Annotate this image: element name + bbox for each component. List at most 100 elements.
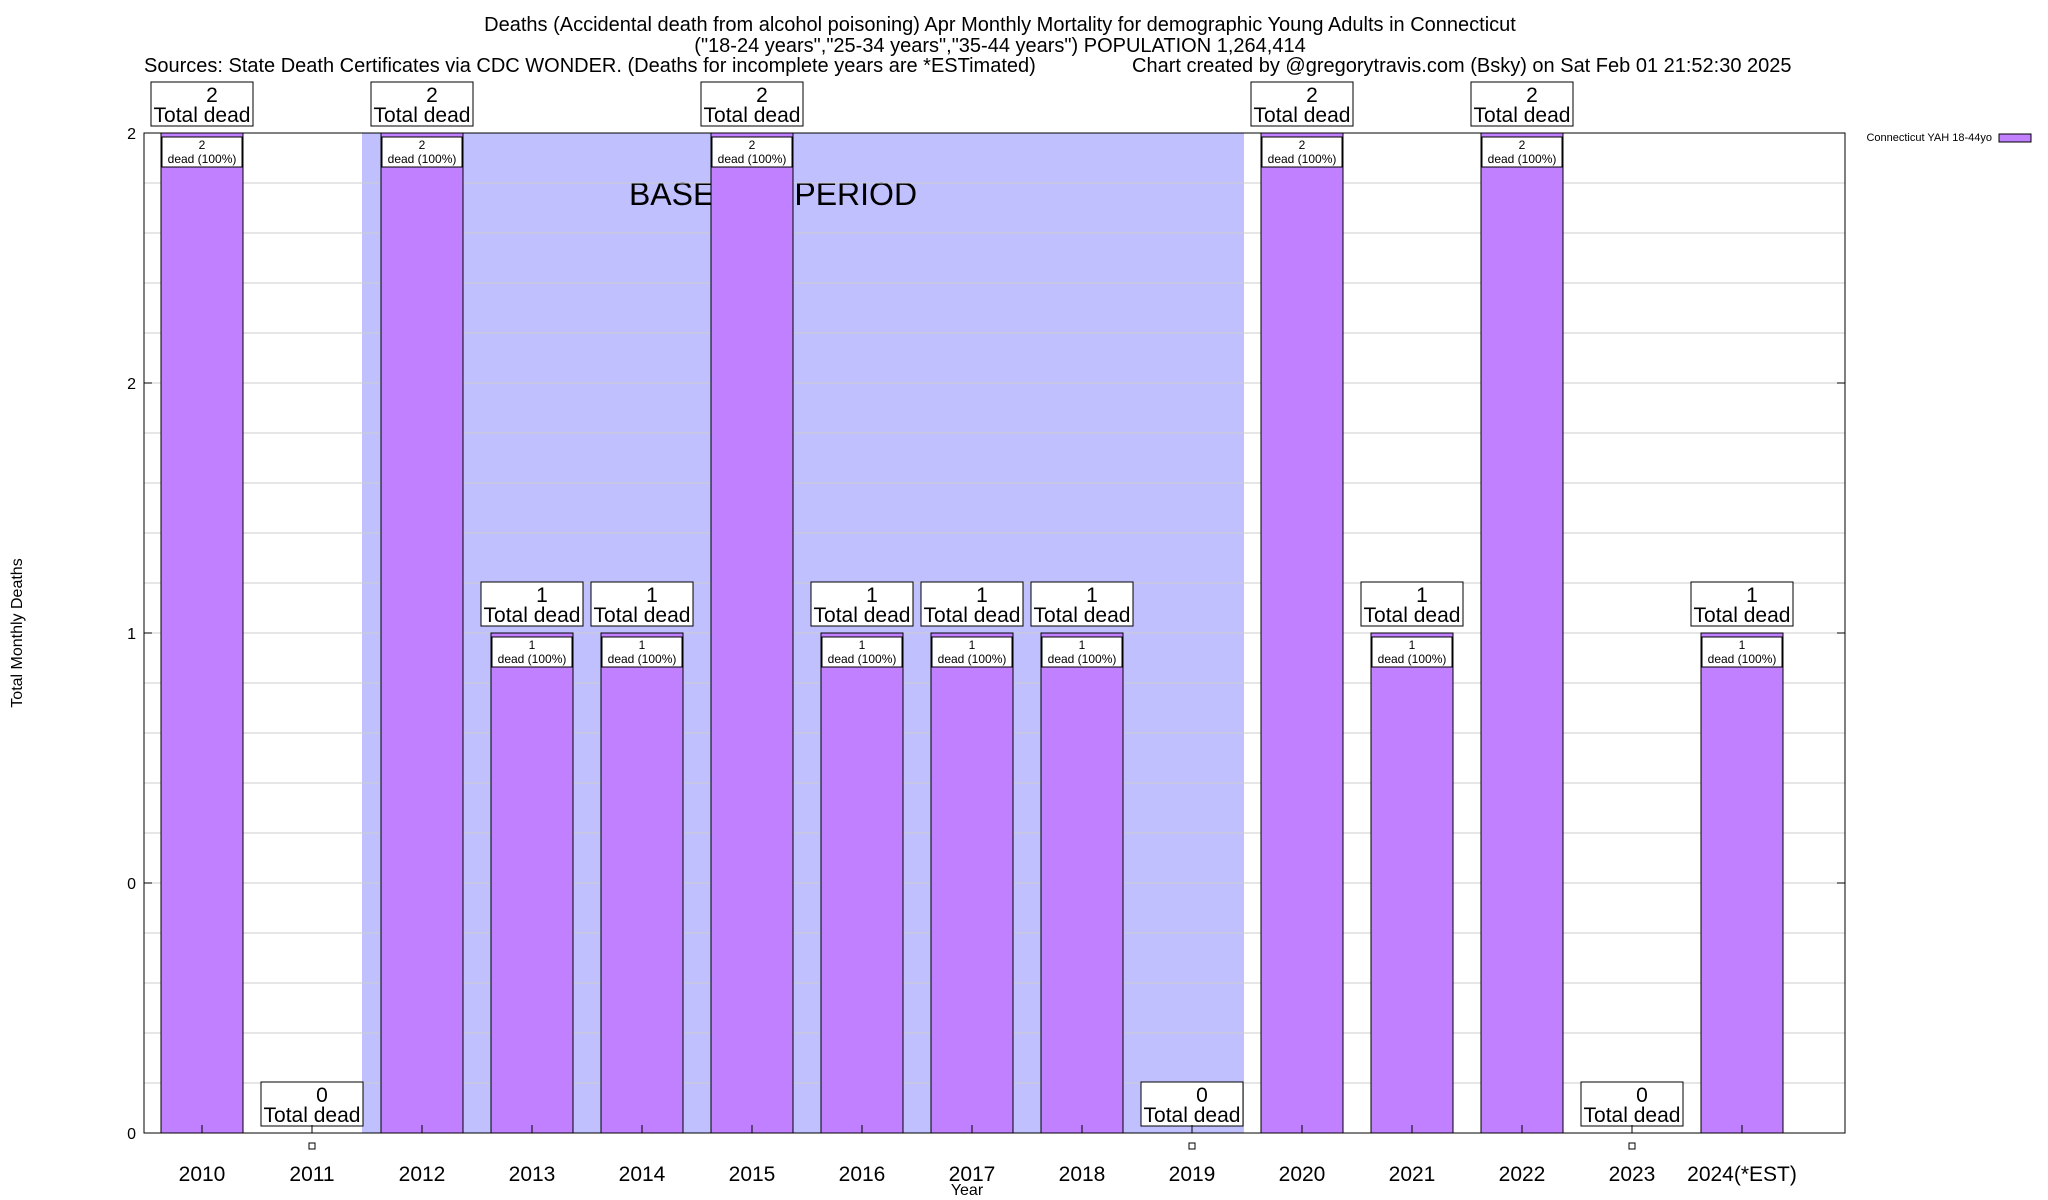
- segment-label-count: 2: [199, 138, 206, 152]
- segment-label-pct: dead (100%): [168, 152, 237, 166]
- bar: [1260, 132, 1344, 1134]
- legend-label: Connecticut YAH 18-44yo: [1866, 132, 1992, 144]
- x-tick-label: 2021: [1389, 1163, 1436, 1186]
- segment-label-box: [381, 136, 463, 168]
- x-tick-label: 2013: [509, 1163, 556, 1186]
- segment-label-count: 1: [1409, 638, 1416, 652]
- segment-label-pct: dead (100%): [1268, 152, 1337, 166]
- chart-title-line-2: ("18-24 years","25-34 years","35-44 year…: [694, 35, 1305, 57]
- x-tick-label: 2012: [399, 1163, 446, 1186]
- bar: [1370, 632, 1454, 1134]
- zero-marker: [1188, 1142, 1196, 1150]
- segment-label-pct: dead (100%): [1708, 652, 1777, 666]
- segment-label-count: 2: [1519, 138, 1526, 152]
- total-label-box: [1030, 581, 1134, 627]
- total-label-box: [150, 81, 254, 127]
- total-label-box: [1580, 1081, 1684, 1127]
- x-axis-ticks: 2010 2011 2012 2013 2014 2015 2016 2017 2018 2019…: [179, 1125, 1797, 1186]
- total-label-count: 0: [316, 1084, 328, 1107]
- total-label-count: 1: [976, 584, 988, 607]
- total-label-text: Total dead: [484, 604, 581, 627]
- segment-label-count: 1: [969, 638, 976, 652]
- total-label-box: [480, 581, 584, 627]
- bar: [1480, 132, 1564, 1134]
- total-label-box: [1140, 1081, 1244, 1127]
- bar: [930, 632, 1014, 1134]
- total-label-text: Total dead: [1034, 604, 1131, 627]
- total-label-box: [590, 581, 694, 627]
- y-tick-label: 2: [127, 126, 136, 143]
- x-tick-label: 2023: [1609, 1163, 1656, 1186]
- total-label-count: 2: [1526, 84, 1538, 107]
- x-tick-label: 2018: [1059, 1163, 1106, 1186]
- total-label-box: [700, 81, 804, 127]
- total-label-count: 1: [646, 584, 658, 607]
- total-label-text: Total dead: [1474, 104, 1571, 127]
- chart-credit: Chart created by @gregorytravis.com (Bsk…: [1132, 55, 1792, 77]
- total-label-box: [1250, 81, 1354, 127]
- total-label-count: 0: [1636, 1084, 1648, 1107]
- y-tick-label: 0: [127, 1126, 136, 1143]
- zero-marker: [1628, 1142, 1636, 1150]
- total-label-count: 1: [536, 584, 548, 607]
- x-tick-label: 2017: [949, 1163, 996, 1186]
- total-label-text: Total dead: [154, 104, 251, 127]
- zero-marker: [308, 1142, 316, 1150]
- bar: [1700, 632, 1784, 1134]
- total-label-text: Total dead: [1254, 104, 1351, 127]
- total-label-box: [1690, 581, 1794, 627]
- total-label-count: 1: [866, 584, 878, 607]
- segment-label-pct: dead (100%): [498, 652, 567, 666]
- segment-label-count: 1: [639, 638, 646, 652]
- segment-label-pct: dead (100%): [1378, 652, 1447, 666]
- segment-label-count: 2: [1299, 138, 1306, 152]
- total-label-count: 2: [1306, 84, 1318, 107]
- y-axis-label: Total Monthly Deaths: [9, 558, 26, 707]
- segment-label-box: [1481, 136, 1563, 168]
- segment-label-pct: dead (100%): [388, 152, 457, 166]
- x-tick-label: 2022: [1499, 1163, 1546, 1186]
- chart-title-line-1: Deaths (Accidental death from alcohol po…: [484, 14, 1516, 36]
- total-label-text: Total dead: [1694, 604, 1791, 627]
- segment-label-box: [1041, 636, 1123, 668]
- total-label-box: [260, 1081, 364, 1127]
- segment-label-box: [931, 636, 1013, 668]
- segment-label-pct: dead (100%): [608, 652, 677, 666]
- segment-label-count: 1: [859, 638, 866, 652]
- y-tick-label: 1: [127, 626, 136, 643]
- bars: [160, 132, 1784, 1150]
- x-tick-label: 2011: [289, 1163, 334, 1186]
- x-tick-label: 2014: [619, 1163, 666, 1186]
- segment-label-box: [161, 136, 243, 168]
- x-tick-label: 2016: [839, 1163, 886, 1186]
- segment-label-count: 1: [529, 638, 536, 652]
- legend: Connecticut YAH 18-44yo: [1866, 132, 2032, 144]
- y-tick-label: 0: [127, 876, 136, 893]
- bar: [380, 132, 464, 1134]
- segment-label-box: [1261, 136, 1343, 168]
- y-axis-ticks: 0 0 1 2 2: [127, 126, 1845, 1143]
- segment-label-pct: dead (100%): [1488, 152, 1557, 166]
- total-label-text: Total dead: [264, 1104, 361, 1127]
- x-tick-label: 2020: [1279, 1163, 1326, 1186]
- chart-sources: Sources: State Death Certificates via CD…: [144, 55, 1036, 77]
- bar: [820, 632, 904, 1134]
- total-label-count: 1: [1746, 584, 1758, 607]
- total-label-box: [1360, 581, 1464, 627]
- segment-label-pct: dead (100%): [828, 652, 897, 666]
- segment-label-count: 1: [1079, 638, 1086, 652]
- total-label-text: Total dead: [814, 604, 911, 627]
- total-label-count: 1: [1416, 584, 1428, 607]
- total-label-text: Total dead: [1584, 1104, 1681, 1127]
- total-label-count: 2: [206, 84, 218, 107]
- total-label-text: Total dead: [594, 604, 691, 627]
- total-label-box: [920, 581, 1024, 627]
- segment-label-count: 2: [419, 138, 426, 152]
- total-label-text: Total dead: [1364, 604, 1461, 627]
- total-label-box: [810, 581, 914, 627]
- total-label-text: Total dead: [704, 104, 801, 127]
- bar: [160, 132, 244, 1134]
- x-tick-label: 2019: [1169, 1163, 1216, 1186]
- segment-label-box: [1701, 636, 1783, 668]
